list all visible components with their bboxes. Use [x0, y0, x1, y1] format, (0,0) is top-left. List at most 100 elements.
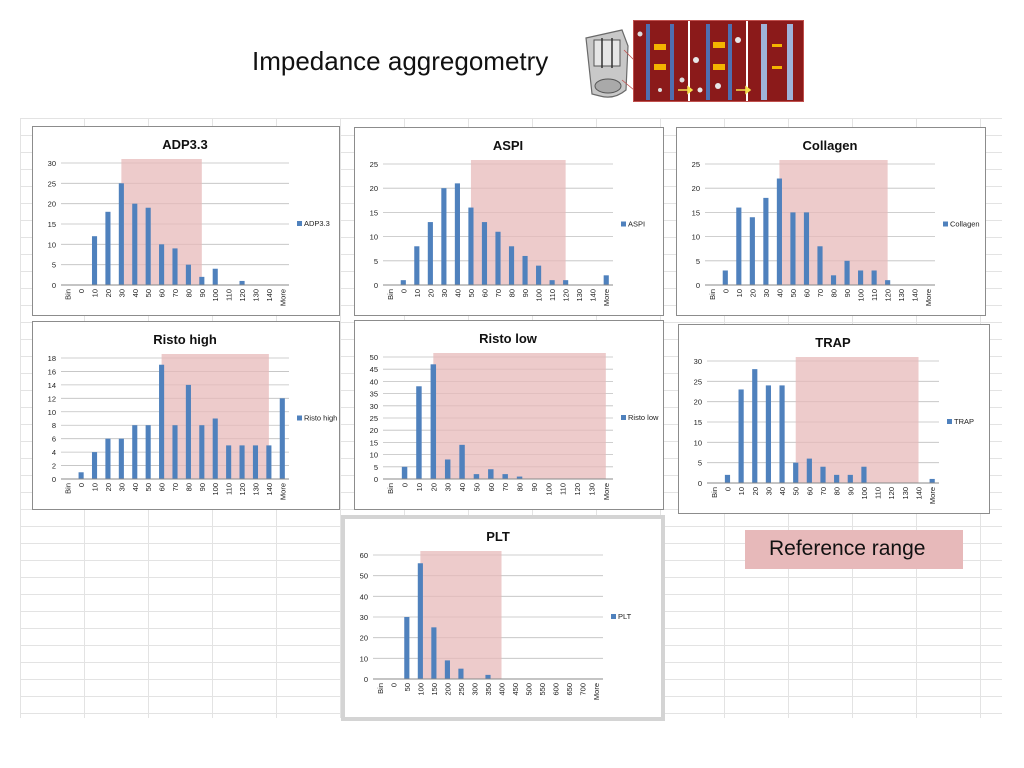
chart-2-ytick-label: 5	[696, 257, 700, 266]
chart-6-xtick-label: 350	[484, 683, 493, 696]
chart-3-xtick-label: 120	[238, 483, 247, 496]
chart-4-xtick-label: 60	[487, 483, 496, 491]
chart-5-title: TRAP	[815, 335, 851, 350]
chart-panel-risto-high: Risto high 0 2 4 6 8 10 12 14 16 18 Bin 0 10 20 30 40 50 6…	[32, 321, 340, 510]
chart-3-bar-0	[78, 472, 84, 479]
chart-1-bar-10	[414, 246, 420, 285]
chart-0-bar-10	[91, 236, 98, 285]
chart-0-ytick-label: 0	[52, 281, 56, 290]
chart-4-reference-range	[433, 353, 606, 479]
chart-1-xtick-label: 100	[535, 289, 544, 302]
chart-3-xtick-label: Bin	[64, 483, 73, 494]
chart-2-xtick-label: 0	[721, 289, 730, 293]
chart-0-xtick-label: 90	[198, 289, 207, 297]
electrode-panel-1	[634, 20, 688, 102]
chart-6-xtick-label: 0	[389, 683, 398, 687]
chart-0-xtick-label: 0	[77, 289, 86, 293]
chart-5-xtick-label: 50	[792, 487, 801, 495]
chart-6-xtick-label: More	[592, 683, 601, 700]
chart-3-xtick-label: 90	[198, 483, 207, 491]
chart-1-legend-label: ASPI	[628, 220, 645, 229]
chart-2-bar-120	[885, 280, 891, 285]
chart-3-ytick-label: 4	[52, 448, 56, 457]
chart-0-xtick-label: 30	[117, 289, 126, 297]
chart-1-xtick-label: 60	[480, 289, 489, 297]
aggregometry-illustration	[578, 20, 804, 102]
chart-5-bar-0	[724, 474, 731, 483]
chart-2-ytick-label: 20	[692, 184, 700, 193]
electrode-panel-2	[690, 20, 746, 102]
chart-4-xtick-label: 120	[573, 483, 582, 496]
chart-5-xtick-label: 80	[833, 487, 842, 495]
cuvette-icon	[585, 29, 635, 98]
chart-0-legend-swatch	[297, 221, 302, 226]
chart-2-xtick-label: 90	[843, 289, 852, 297]
reference-range-label: Reference range	[769, 537, 926, 560]
chart-4-xtick-label: 80	[516, 483, 525, 491]
chart-6-bar-350	[485, 674, 491, 679]
chart-3-legend-label: Risto high	[304, 414, 337, 423]
chart-3-bar-50	[145, 425, 151, 479]
chart-panel-adp: ADP3.3 0 5 10 15 20 25 30 Bin 0 10 20 30 40 50 60 70 80 90…	[32, 126, 340, 316]
chart-6-xtick-label: 700	[579, 683, 588, 696]
chart-5-xtick-label: 70	[819, 487, 828, 495]
chart-6-ytick-label: 40	[360, 592, 368, 601]
chart-3-xtick-label: 30	[117, 483, 126, 491]
chart-4-xtick-label: 100	[544, 483, 553, 496]
chart-panel-risto-low: Risto low 0 5 10 15 20 25 30 35 40 45 50 Bin 0 10 20 30 4…	[354, 320, 664, 510]
chart-panel-aspi: ASPI 0 5 10 15 20 25 Bin 0 10 20 30 40 50 60 70 80 90 100 1…	[354, 127, 664, 316]
chart-6-xtick-label: 650	[565, 683, 574, 696]
chart-6-ytick-label: 30	[360, 613, 368, 622]
chart-4-xtick-label: 50	[472, 483, 481, 491]
chart-3-ytick-label: 18	[48, 354, 56, 363]
chart-1-xtick-label: 50	[467, 289, 476, 297]
chart-4-xtick-label: 130	[587, 483, 596, 496]
chart-2-legend-swatch	[943, 221, 948, 227]
chart-6-ytick-label: 10	[360, 654, 368, 663]
chart-6-xtick-label: 200	[443, 683, 452, 696]
chart-5-legend-swatch	[947, 419, 952, 424]
chart-6-xtick-label: 100	[416, 683, 425, 696]
chart-2-bar-10	[736, 207, 742, 285]
chart-4-bar-10	[416, 386, 422, 479]
chart-1-bar-60	[481, 222, 488, 285]
chart-5-ytick-label: 5	[698, 459, 702, 468]
chart-1-xtick-label: 20	[426, 289, 435, 297]
chart-4-title: Risto low	[479, 331, 538, 346]
chart-0-xtick-label: 70	[171, 289, 180, 297]
chart-4-ytick-label: 25	[370, 414, 378, 423]
chart-3-xtick-label: 80	[184, 483, 193, 491]
chart-0-xtick-label: 120	[238, 289, 247, 302]
chart-risto-low: Risto low 0 5 10 15 20 25 30 35 40 45 50 Bin 0 10 20 30 4…	[370, 331, 659, 500]
chart-2-bar-60	[803, 212, 810, 285]
chart-2-xtick-label: 80	[830, 289, 839, 297]
chart-5-bar-90	[847, 474, 853, 483]
chart-1-bar-120	[563, 280, 569, 285]
chart-0-xtick-label: 130	[251, 289, 260, 302]
chart-1-xtick-label: 0	[399, 289, 408, 293]
chart-1-xtick-label: 90	[521, 289, 530, 297]
chart-1-bar-100	[536, 265, 542, 285]
chart-3-bar-more	[279, 398, 285, 479]
chart-5-xtick-label: 90	[846, 487, 855, 495]
chart-5-xtick-label: 20	[751, 487, 760, 495]
chart-5-xtick-label: 10	[737, 487, 746, 495]
chart-frame-plt[interactable]: PLT 0 10 20 30 40 50 60 Bin 0 50 100 150 200 250 300 350…	[341, 515, 665, 721]
chart-1-xtick-label: 130	[575, 289, 584, 302]
chart-0-legend-label: ADP3.3	[304, 219, 330, 228]
chart-0-bar-80	[185, 264, 191, 285]
chart-1-bar-70	[495, 231, 501, 285]
chart-4-xtick-label: 20	[429, 483, 438, 491]
chart-3-xtick-label: 100	[211, 483, 220, 496]
chart-6-xtick-label: 500	[525, 683, 534, 696]
chart-4-xtick-label: 30	[444, 483, 453, 491]
chart-4-ytick-label: 45	[370, 365, 378, 374]
chart-2-bar-50	[790, 212, 796, 285]
chart-3-legend-swatch	[297, 415, 302, 421]
chart-5-reference-range	[795, 357, 919, 483]
chart-6-xtick-label: Bin	[376, 683, 385, 694]
chart-1-bar-80	[508, 246, 515, 285]
chart-1-xtick-label: 70	[494, 289, 503, 297]
chart-1-bar-90	[522, 255, 528, 285]
chart-6-bar-250	[458, 668, 464, 679]
